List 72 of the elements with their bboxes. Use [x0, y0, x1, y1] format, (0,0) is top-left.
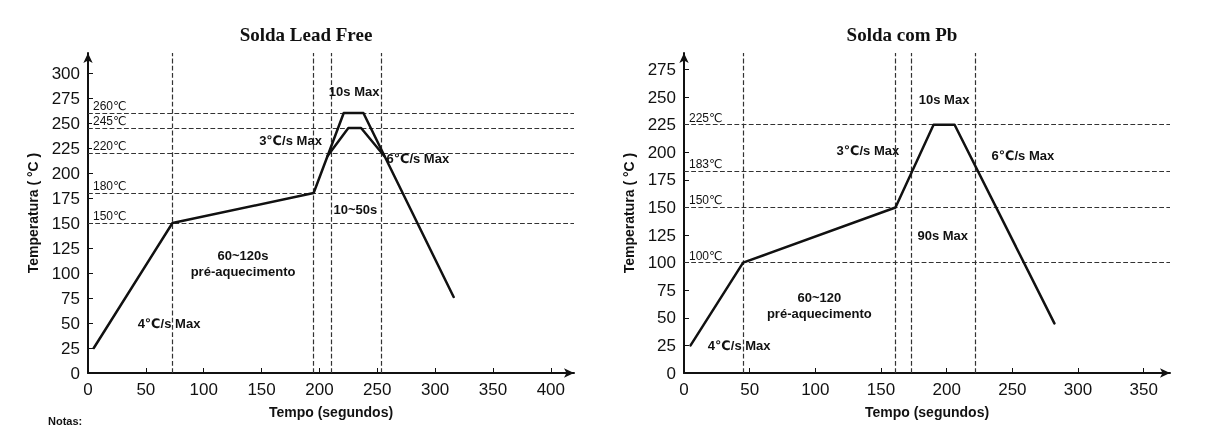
y-tick-label: 125 — [647, 225, 676, 245]
y-tick-label: 25 — [61, 338, 80, 358]
ref-line-label: 245℃ — [93, 114, 127, 128]
y-tick-label: 200 — [647, 142, 676, 162]
annotation: 90s Max — [917, 227, 969, 243]
x-tick-label: 0 — [83, 380, 93, 399]
annotation: 4℃/s Max — [707, 337, 772, 353]
annotation: 3℃/s Max — [836, 142, 901, 158]
y-tick-label: 225 — [647, 115, 676, 135]
annotation: 3℃/s Max — [259, 132, 323, 148]
x-tick-label: 150 — [866, 380, 896, 399]
ref-line-label: 100℃ — [689, 248, 723, 263]
x-tick-label: 100 — [189, 380, 218, 399]
chart-title: Solda com Pb — [846, 24, 958, 45]
x-tick-label: 350 — [478, 380, 508, 399]
annotation: pré-aquecimento — [766, 305, 872, 321]
y-tick-label: 125 — [51, 238, 80, 258]
annotation: 10~50s — [333, 201, 378, 217]
x-tick-label: 0 — [679, 380, 689, 399]
x-tick-label: 150 — [247, 380, 276, 399]
y-tick-label: 175 — [51, 188, 80, 208]
annotation: 6℃/s Max — [991, 148, 1056, 164]
y-tick-label: 275 — [647, 60, 676, 80]
x-axis-title: Tempo (segundos) — [864, 404, 990, 420]
y-tick-label: 75 — [61, 288, 80, 308]
ref-line-label: 150℃ — [689, 193, 723, 208]
y-tick-label: 225 — [51, 138, 80, 158]
y-tick-label: 50 — [61, 313, 80, 333]
chart-title: Solda Lead Free — [239, 24, 373, 45]
x-tick-label: 100 — [801, 380, 830, 399]
ref-line-label: 220℃ — [93, 139, 127, 153]
y-tick-label: 100 — [51, 263, 80, 283]
y-tick-label: 100 — [647, 253, 676, 273]
ref-line-label: 150℃ — [93, 209, 127, 223]
y-tick-label: 275 — [51, 88, 80, 108]
annotation: pré-aquecimento — [190, 263, 296, 279]
x-tick-label: 300 — [420, 380, 450, 399]
ref-line-label: 183℃ — [689, 157, 723, 172]
y-tick-label: 250 — [647, 87, 676, 107]
y-axis-title: Temperatura ( °C ) — [25, 152, 41, 274]
x-tick-label: 250 — [363, 380, 392, 399]
y-tick-label: 25 — [657, 335, 676, 355]
ref-line-label: 180℃ — [93, 179, 127, 193]
y-tick-label: 200 — [51, 163, 80, 183]
y-axis-title: Temperatura ( °C ) — [621, 152, 637, 274]
x-tick-label: 200 — [932, 380, 961, 399]
y-tick-label: 75 — [657, 280, 676, 300]
x-axis-title: Tempo (segundos) — [268, 404, 394, 420]
y-tick-label: 0 — [70, 363, 80, 383]
annotation: 10s Max — [328, 83, 381, 99]
x-tick-label: 300 — [1063, 380, 1093, 399]
ref-line-label: 225℃ — [689, 110, 723, 125]
x-tick-label: 400 — [536, 380, 566, 399]
y-tick-label: 250 — [51, 113, 80, 133]
annotation: 60~120 — [797, 290, 842, 306]
x-tick-label: 350 — [1129, 380, 1158, 399]
x-tick-label: 200 — [305, 380, 334, 399]
y-tick-label: 300 — [51, 63, 80, 83]
x-tick-label: 50 — [136, 380, 156, 399]
y-tick-label: 150 — [647, 197, 676, 217]
annotation: 60~120s — [217, 247, 269, 263]
annotation: 10s Max — [918, 91, 971, 107]
y-tick-label: 150 — [51, 213, 80, 233]
y-tick-label: 50 — [657, 308, 676, 328]
text: Notas: — [48, 414, 83, 427]
y-tick-label: 175 — [647, 170, 676, 190]
annotation: 4℃/s Max — [137, 315, 202, 331]
y-tick-label: 0 — [666, 363, 676, 383]
annotation: 6℃/s Max — [386, 150, 450, 166]
ref-line-label: 260℃ — [93, 99, 127, 113]
x-tick-label: 50 — [740, 380, 760, 399]
x-tick-label: 250 — [998, 380, 1027, 399]
